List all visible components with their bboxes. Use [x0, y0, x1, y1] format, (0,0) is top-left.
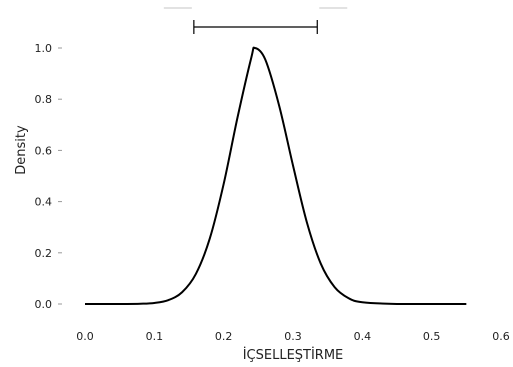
x-tick-label-4: 0.4	[354, 330, 372, 343]
x-tick-label-6: 0.6	[492, 330, 510, 343]
x-tick-label-2: 0.2	[215, 330, 233, 343]
y-tick-label-2: 0.4	[35, 196, 53, 209]
y-tick-label-1: 0.2	[35, 247, 53, 260]
x-tick-label-5: 0.5	[423, 330, 441, 343]
x-tick-label-1: 0.1	[146, 330, 164, 343]
y-tick-label-5: 1.0	[35, 42, 53, 55]
y-tick-label-0: 0.0	[35, 298, 53, 311]
y-axis-label: Density	[14, 125, 29, 175]
y-tick-label-4: 0.8	[35, 93, 53, 106]
x-tick-label-3: 0.3	[284, 330, 302, 343]
interval-layer	[163, 7, 348, 34]
x-axis-label: İÇSELLEŞTİRME	[243, 347, 344, 363]
y-tick-label-3: 0.6	[35, 144, 53, 157]
x-tick-label-0: 0.0	[76, 330, 94, 343]
tick-layer: 0.0 0.1 0.2 0.3 0.4 0.5 0.6 0.0 0.2 0.4 0.6 0.8 1.0	[35, 42, 510, 343]
series-layer	[84, 46, 467, 306]
density-curve-0	[84, 46, 467, 306]
